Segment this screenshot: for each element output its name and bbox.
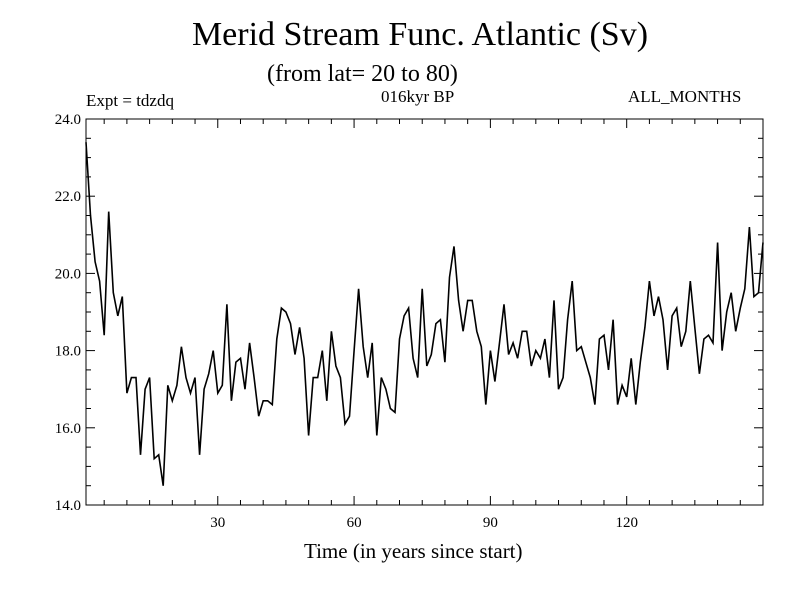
x-tick-label: 120 xyxy=(615,515,638,531)
experiment-label: Expt = tdzdq xyxy=(86,91,174,110)
axis-ticks xyxy=(86,118,764,506)
series-line xyxy=(85,142,764,486)
y-tick-label: 22.0 xyxy=(55,189,81,205)
y-tick-label: 14.0 xyxy=(55,498,81,514)
chart-title: Merid Stream Func. Atlantic (Sv) xyxy=(191,16,649,53)
y-tick-label: 20.0 xyxy=(55,266,81,282)
period-label: 016kyr BP xyxy=(381,87,455,106)
chart-subtitle: (from lat= 20 to 80) xyxy=(267,61,458,87)
months-label: ALL_MONTHS xyxy=(628,87,742,106)
x-tick-label: 30 xyxy=(210,515,225,531)
x-axis-label: Time (in years since start) xyxy=(304,539,523,563)
x-tick-label: 60 xyxy=(347,515,362,531)
y-tick-label: 24.0 xyxy=(55,112,81,128)
y-tick-label: 16.0 xyxy=(55,421,81,437)
x-tick-label: 90 xyxy=(483,515,498,531)
y-tick-label: 18.0 xyxy=(55,344,81,360)
axis-tick-labels: 30 60 90 120 14.0 16.0 18.0 20.0 22.0 24.0 xyxy=(55,112,638,531)
